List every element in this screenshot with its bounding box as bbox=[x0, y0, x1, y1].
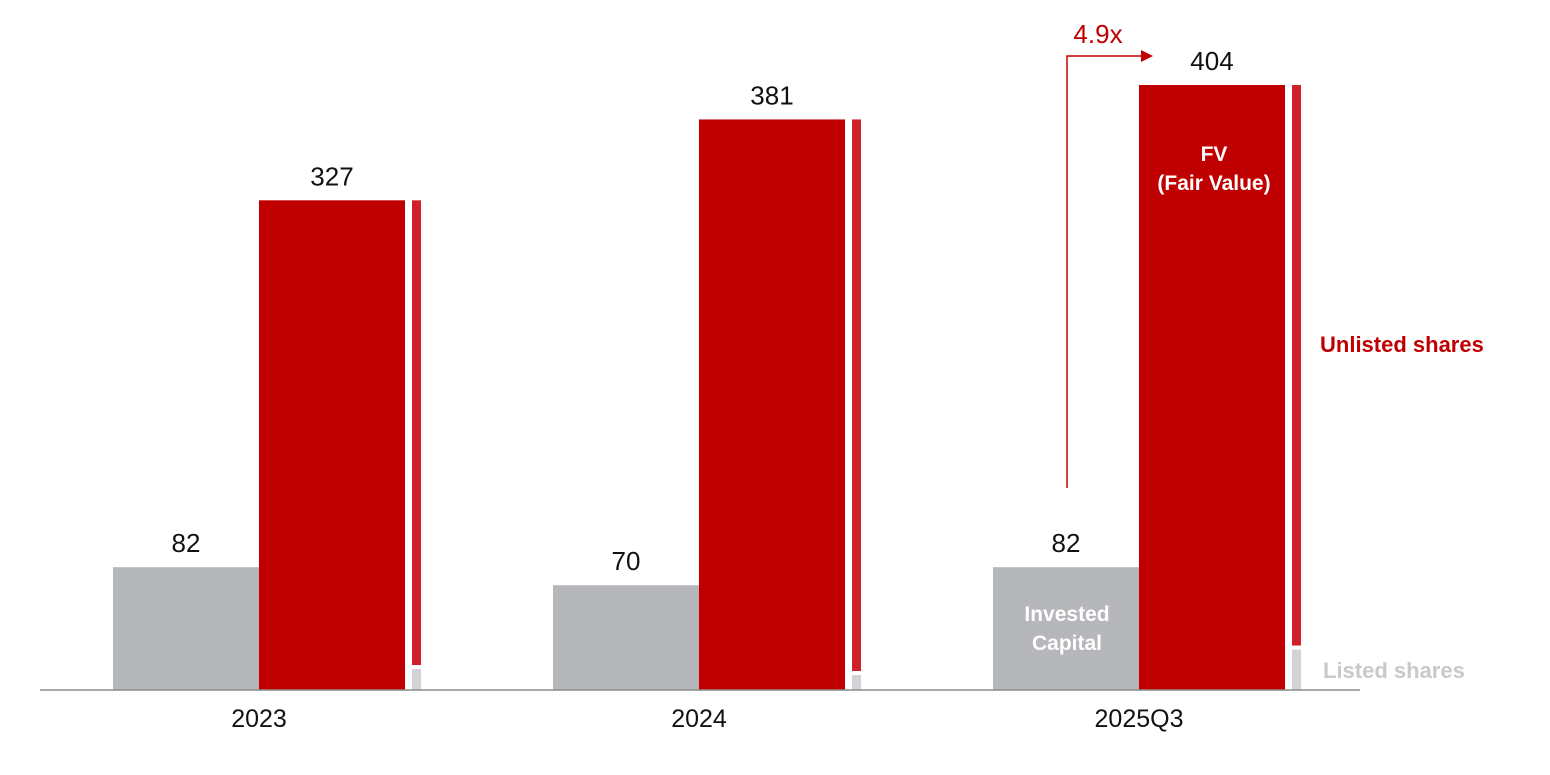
invested-capital-value-2024: 70 bbox=[612, 546, 641, 576]
fv-label-line1: FV bbox=[1201, 143, 1228, 166]
invested-capital-bar-2025Q3 bbox=[993, 567, 1139, 690]
category-label-2024: 2024 bbox=[671, 705, 727, 733]
invested-capital-value-2023: 82 bbox=[172, 528, 201, 558]
multiplier-arrow bbox=[1066, 55, 1143, 488]
multiplier-arrowhead bbox=[1141, 50, 1153, 62]
listed-shares-strip-2024 bbox=[852, 675, 861, 690]
invested-capital-label-line2: Capital bbox=[1032, 632, 1102, 655]
fv-label-line2: (Fair Value) bbox=[1157, 172, 1270, 195]
fv-bar-2025Q3 bbox=[1139, 85, 1285, 690]
multiplier-label: 4.9x bbox=[1073, 19, 1122, 49]
invested-capital-bar-2024 bbox=[553, 585, 699, 690]
invested-capital-value-2025Q3: 82 bbox=[1052, 528, 1081, 558]
fv-value-2025Q3: 404 bbox=[1190, 46, 1233, 76]
legend-unlisted-shares: Unlisted shares bbox=[1320, 332, 1484, 357]
fv-value-2024: 381 bbox=[750, 80, 793, 110]
listed-shares-strip-2023 bbox=[412, 669, 421, 690]
bars-layer bbox=[113, 85, 1301, 691]
legend-listed-shares: Listed shares bbox=[1323, 658, 1465, 683]
unlisted-shares-strip-2024 bbox=[852, 119, 861, 672]
unlisted-shares-strip-2023 bbox=[412, 200, 421, 666]
category-label-2025Q3: 2025Q3 bbox=[1095, 705, 1184, 733]
unlisted-shares-strip-2025Q3 bbox=[1292, 85, 1301, 646]
labels-layer: 82 327 2023 70 381 2024 82 404 2025Q3 bbox=[172, 46, 1234, 733]
invested-capital-label-line1: Invested bbox=[1024, 603, 1109, 626]
fv-bar-2024 bbox=[699, 119, 845, 691]
listed-shares-strip-2025Q3 bbox=[1292, 649, 1301, 690]
invested-capital-bar-2023 bbox=[113, 567, 259, 690]
fv-value-2023: 327 bbox=[310, 161, 353, 191]
category-label-2023: 2023 bbox=[231, 705, 287, 733]
fv-bar-2023 bbox=[259, 200, 405, 691]
